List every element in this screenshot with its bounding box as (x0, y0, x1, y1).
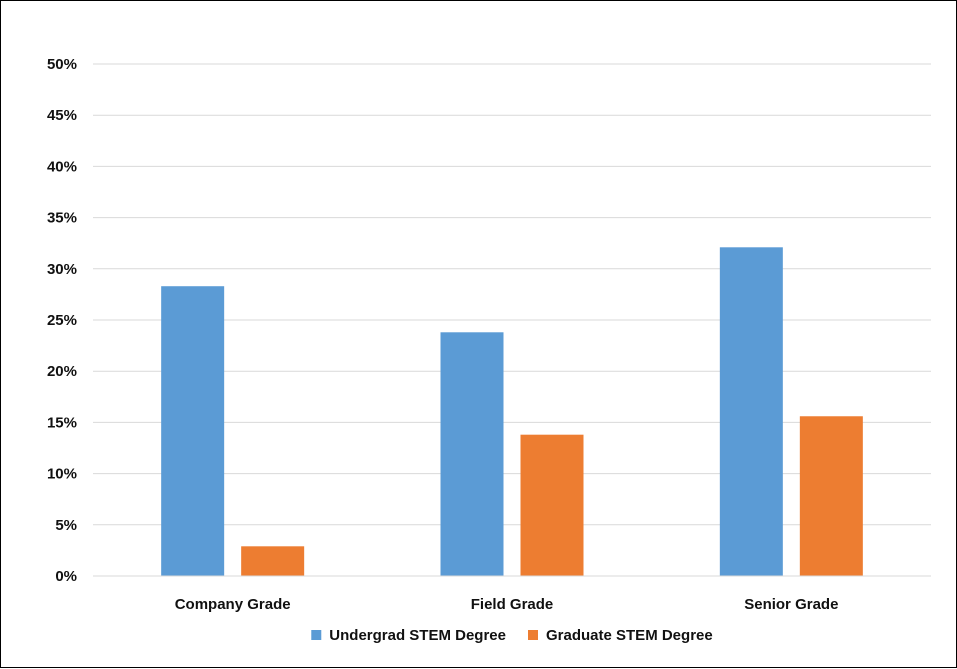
x-category-label-1: Company Grade (175, 596, 291, 613)
x-axis-category-labels: Company Grade Field Grade Senior Grade (175, 596, 839, 613)
gridlines (93, 63, 931, 526)
bars (161, 247, 863, 576)
y-tick-label-50: 50% (47, 56, 77, 73)
bar-company-grade-series-2 (241, 546, 305, 576)
y-tick-label-0: 0% (55, 568, 77, 585)
x-category-label-2: Field Grade (471, 596, 554, 613)
bar-field-grade-series-1 (440, 332, 504, 576)
y-tick-label-10: 10% (47, 466, 77, 483)
bar-company-grade-series-1 (161, 286, 225, 576)
legend-swatch-2 (528, 630, 538, 640)
y-tick-label-25: 25% (47, 312, 77, 329)
y-tick-label-30: 30% (47, 261, 77, 278)
legend: Undergrad STEM Degree Graduate STEM Degre… (311, 627, 713, 644)
y-axis-tick-labels: 0% 5% 10% 15% 20% 25% 30% 35% 40% 45% 50% (47, 56, 77, 585)
y-tick-label-40: 40% (47, 158, 77, 175)
legend-label-2: Graduate STEM Degree (546, 627, 713, 644)
bar-field-grade-series-2 (520, 434, 584, 576)
bar-senior-grade-series-1 (719, 247, 783, 576)
x-category-label-3: Senior Grade (744, 596, 838, 613)
y-tick-label-15: 15% (47, 414, 77, 431)
bar-senior-grade-series-2 (799, 416, 863, 576)
y-tick-label-5: 5% (55, 517, 77, 534)
legend-label-1: Undergrad STEM Degree (329, 627, 506, 644)
y-tick-label-45: 45% (47, 107, 77, 124)
y-tick-label-35: 35% (47, 210, 77, 227)
legend-swatch-1 (311, 630, 322, 640)
y-tick-label-20: 20% (47, 363, 77, 380)
